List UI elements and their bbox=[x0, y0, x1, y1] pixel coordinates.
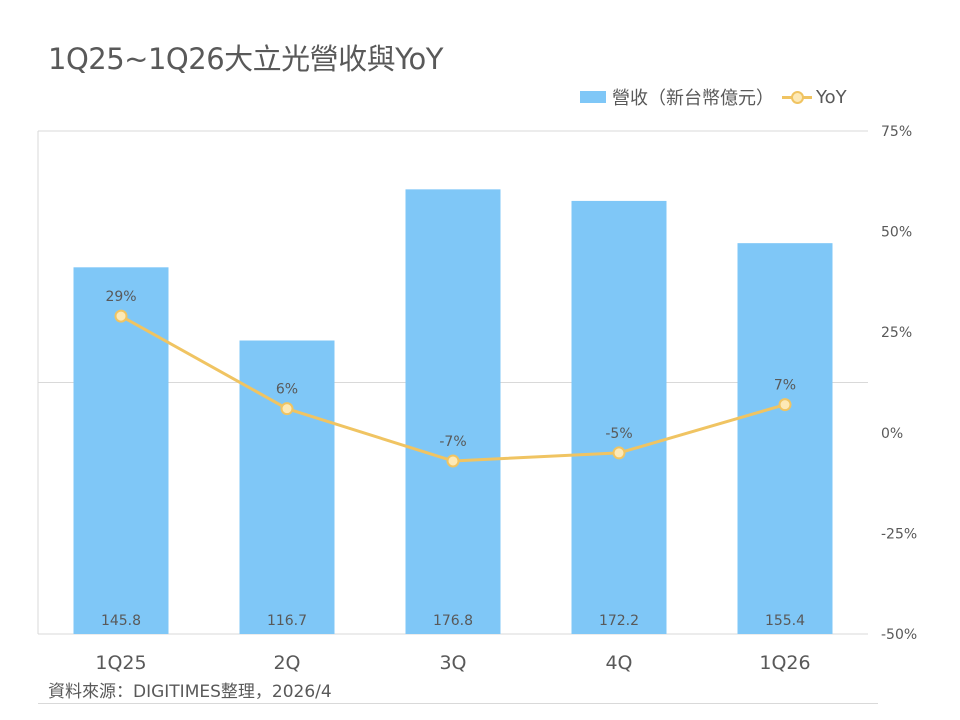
x-tick-label-1Q26: 1Q26 bbox=[759, 652, 810, 674]
legend-item-revenue: 營收（新台幣億元） bbox=[580, 84, 774, 110]
legend-bar-swatch bbox=[580, 91, 606, 103]
y-right-tick-75%: 75% bbox=[881, 124, 912, 140]
bar-value-label-1Q25: 145.8 bbox=[101, 613, 141, 629]
legend-yoy-label: YoY bbox=[816, 86, 847, 108]
bar-1Q25 bbox=[73, 267, 169, 634]
yoy-point-4Q bbox=[612, 446, 626, 460]
yoy-value-label-4Q: -5% bbox=[605, 426, 632, 442]
yoy-value-label-1Q26: 7% bbox=[774, 378, 796, 394]
yoy-point-1Q25 bbox=[114, 309, 128, 323]
yoy-value-label-2Q: 6% bbox=[276, 382, 298, 398]
bar-3Q bbox=[405, 189, 501, 634]
x-tick-label-3Q: 3Q bbox=[439, 652, 466, 674]
bar-value-label-1Q26: 155.4 bbox=[765, 613, 805, 629]
x-tick-label-1Q25: 1Q25 bbox=[95, 652, 146, 674]
x-tick-label-4Q: 4Q bbox=[605, 652, 632, 674]
chart-legend: 營收（新台幣億元） YoY bbox=[580, 84, 847, 110]
legend-revenue-label: 營收（新台幣億元） bbox=[612, 88, 774, 109]
y-right-tick-0%: 0% bbox=[881, 426, 903, 442]
bar-value-label-2Q: 116.7 bbox=[267, 613, 307, 629]
y-right-tick--25%: -25% bbox=[881, 526, 917, 542]
bar-value-label-3Q: 176.8 bbox=[433, 613, 473, 629]
yoy-point-2Q bbox=[280, 402, 294, 416]
bottom-divider bbox=[38, 703, 878, 704]
y-right-tick-50%: 50% bbox=[881, 225, 912, 241]
bar-4Q bbox=[571, 200, 667, 635]
source-note: 資料來源：DIGITIMES整理，2026/4 bbox=[48, 682, 332, 702]
bar-value-label-4Q: 172.2 bbox=[599, 613, 639, 629]
yoy-point-3Q bbox=[446, 454, 460, 468]
yoy-value-label-1Q25: 29% bbox=[105, 289, 136, 305]
y-right-tick--50%: -50% bbox=[881, 627, 917, 643]
y-right-tick-25%: 25% bbox=[881, 325, 912, 341]
yoy-value-label-3Q: -7% bbox=[439, 434, 466, 450]
legend-item-yoy: YoY bbox=[774, 87, 847, 108]
x-tick-label-2Q: 2Q bbox=[273, 652, 300, 674]
bar-1Q26 bbox=[737, 243, 833, 634]
yoy-point-1Q26 bbox=[778, 398, 792, 412]
chart-title: 1Q25~1Q26大立光營收與YoY bbox=[48, 42, 443, 76]
legend-line-swatch bbox=[782, 90, 812, 104]
